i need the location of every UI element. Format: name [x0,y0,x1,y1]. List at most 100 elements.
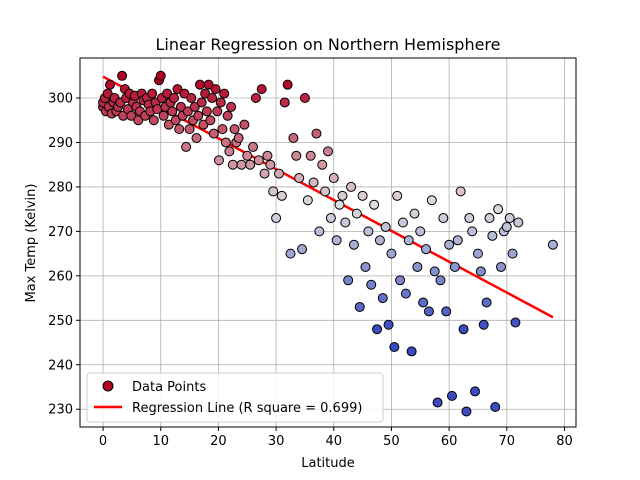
x-tick-label: 40 [325,434,342,449]
data-point [311,128,322,139]
data-point [288,133,299,144]
chart-title: Linear Regression on Northern Hemisphere [156,35,501,54]
data-point [441,306,452,317]
y-axis-ticks: 230 240 250 260 270 280 290 300 [48,92,80,418]
data-point [317,159,328,170]
data-point [490,401,501,412]
data-point [250,93,261,104]
data-point [285,248,296,259]
data-point [207,93,218,104]
data-point [245,159,256,170]
data-point [189,101,200,112]
data-point [510,317,521,328]
data-point [357,190,368,201]
data-point [337,190,348,201]
scatter-points [98,70,558,417]
data-point [374,235,385,246]
data-point [233,133,244,144]
data-point [432,397,443,408]
data-point [478,319,489,330]
data-point [415,226,426,237]
data-point [172,84,183,95]
data-point [320,186,331,197]
data-point [305,150,316,161]
data-point [392,190,403,201]
data-point [464,213,475,224]
data-point [279,97,290,108]
data-point [426,195,437,206]
data-point [366,279,377,290]
data-point [308,177,319,188]
data-point [484,213,495,224]
data-point [475,266,486,277]
data-point [444,239,455,250]
data-point [291,150,302,161]
data-point [163,119,174,130]
y-tick-label: 260 [48,269,73,284]
x-tick-label: 60 [441,434,458,449]
data-point [155,70,166,81]
data-point [147,88,158,99]
data-point [386,248,397,259]
data-point [389,341,400,352]
data-point [493,204,504,215]
data-point [412,261,423,272]
data-point [259,168,270,179]
data-point [220,137,231,148]
data-point [126,110,137,121]
data-point [265,159,276,170]
data-point [186,93,197,104]
data-point [181,141,192,152]
data-point [501,221,512,232]
y-tick-label: 230 [48,403,73,418]
data-point [201,106,212,117]
data-point [458,324,469,335]
data-point [212,106,223,117]
legend-label-data-points: Data Points [132,380,206,395]
x-axis-ticks: 0 10 20 30 40 50 60 70 80 [99,427,573,449]
data-point [208,128,219,139]
data-point [461,406,472,417]
legend-marker-data-points [102,380,114,392]
data-point [117,70,128,81]
data-point [346,181,357,192]
data-point [271,213,282,224]
data-point [397,217,408,228]
x-tick-label: 50 [383,434,400,449]
data-point [395,275,406,286]
data-point [449,261,460,272]
data-point [184,124,195,135]
data-point [447,390,457,401]
legend-label-regression: Regression Line (R square = 0.699) [132,401,362,416]
data-point [268,186,279,197]
data-point [236,159,247,170]
data-point [403,235,414,246]
y-tick-label: 270 [48,225,73,240]
data-point [418,297,429,308]
data-point [421,244,432,255]
data-point [372,324,383,335]
data-point [219,88,230,99]
data-point [162,88,173,99]
data-point [325,213,336,224]
data-point [409,208,420,219]
data-point [297,244,308,255]
data-point [174,124,185,135]
data-point [229,124,240,135]
data-point [194,79,205,90]
y-tick-label: 290 [48,136,73,151]
data-point [406,346,417,357]
data-point [200,88,211,99]
data-point [302,195,313,206]
data-point [314,226,325,237]
data-point [343,275,354,286]
data-point [227,159,238,170]
data-point [170,115,181,126]
data-point [248,141,259,152]
x-tick-label: 20 [210,434,227,449]
data-point [383,319,394,330]
data-point [191,133,202,144]
data-point [334,199,345,210]
data-point [481,297,492,308]
data-point [452,235,463,246]
